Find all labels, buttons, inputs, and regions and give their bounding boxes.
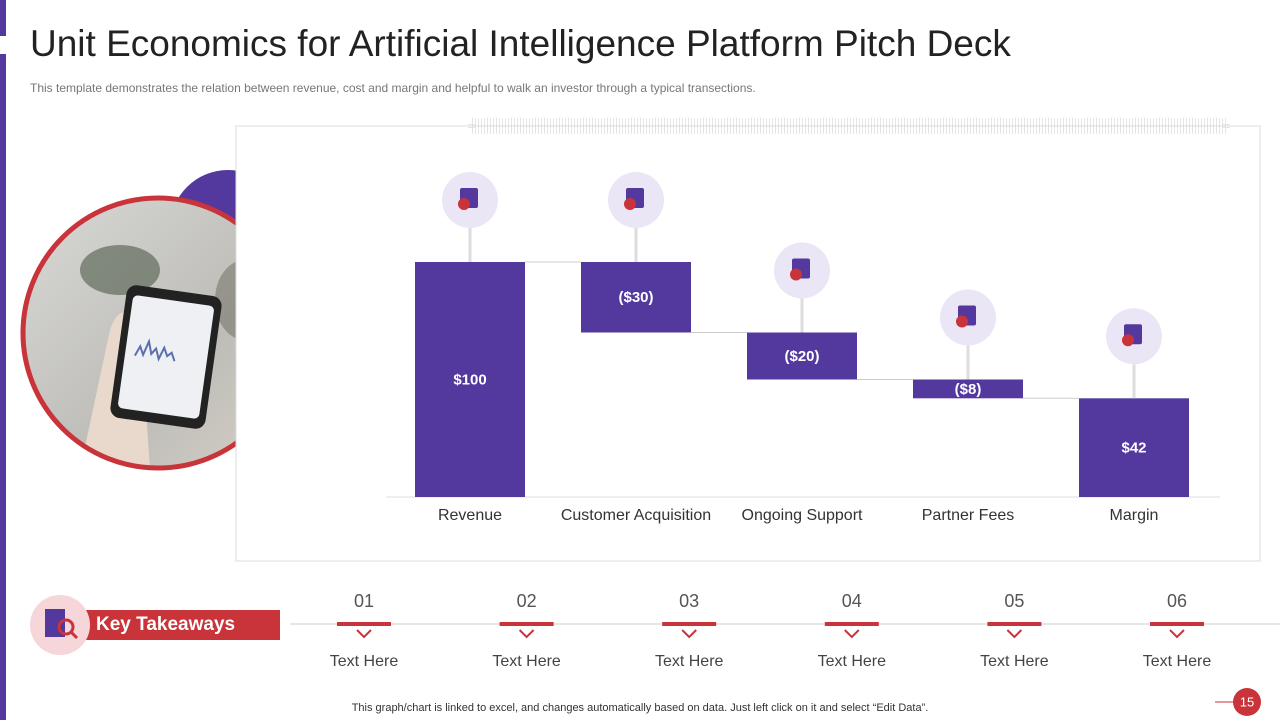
bar (415, 262, 525, 497)
takeaway-icon-handle (69, 630, 79, 640)
takeaway-number: 06 (1167, 591, 1187, 611)
takeaway-chevron (518, 629, 535, 639)
takeaway-text: Text Here (1143, 653, 1212, 670)
subtitle: This template demonstrates the relation … (30, 81, 756, 95)
takeaway-chevron (844, 629, 860, 639)
frame-deco (468, 118, 1230, 134)
value-label: $42 (1121, 440, 1146, 457)
takeaway-chevron (356, 629, 372, 639)
takeaway-marker (824, 622, 879, 626)
bar (913, 379, 1023, 399)
category-label: Ongoing Support (742, 507, 864, 524)
takeaway-text: Text Here (818, 653, 887, 670)
chart: $100 Revenue ($30) Customer Acquisition ($20… (415, 172, 1189, 524)
takeaway-text: Text Here (492, 653, 561, 670)
icon-accent (458, 198, 470, 210)
takeaway-icon-lens (57, 618, 75, 636)
page-number: 15 (1240, 694, 1254, 709)
takeaway-chevron (1006, 629, 1023, 639)
takeaway-number: 02 (517, 591, 537, 611)
icon-accent (790, 268, 802, 281)
takeaway-marker (337, 622, 391, 626)
takeaway-number: 04 (842, 591, 862, 611)
takeaway-chevron (1169, 629, 1185, 639)
icon-accent (956, 315, 968, 328)
icon-accent (624, 198, 636, 210)
takeaway-number: 01 (354, 591, 374, 611)
takeaway-text: Text Here (655, 653, 724, 670)
icon-accent (1122, 334, 1134, 347)
bar (581, 262, 691, 333)
takeaway-text: Text Here (330, 653, 399, 670)
takeaway-label: Key Takeaways (96, 614, 235, 635)
category-label: Margin (1110, 507, 1159, 524)
accent-gap (0, 36, 6, 54)
takeaway-banner (85, 610, 280, 640)
takeaway-marker (499, 622, 554, 626)
takeaway-marker (987, 622, 1042, 626)
takeaways: 01 Text Here 02 Text Here 03 Text Here 04 Text … (330, 591, 1212, 670)
takeaway-number: 03 (679, 591, 699, 611)
value-label: ($8) (955, 381, 982, 398)
value-label: $100 (453, 371, 486, 388)
category-label: Partner Fees (922, 507, 1014, 524)
category-label: Revenue (438, 507, 502, 524)
takeaway-number: 05 (1004, 591, 1024, 611)
takeaway-chevron (681, 629, 697, 639)
bar (747, 332, 857, 380)
takeaway-text: Text Here (980, 653, 1049, 670)
value-label: ($20) (784, 348, 819, 365)
left-accent (0, 0, 6, 720)
title: Unit Economics for Artificial Intelligen… (30, 23, 1011, 64)
bar (1079, 398, 1189, 497)
value-label: ($30) (618, 289, 653, 306)
takeaway-marker (662, 622, 717, 626)
footer-note: This graph/chart is linked to excel, and… (352, 702, 929, 714)
page-badge (1233, 688, 1261, 716)
takeaway-marker (1150, 622, 1204, 626)
category-label: Customer Acquisition (561, 507, 711, 524)
